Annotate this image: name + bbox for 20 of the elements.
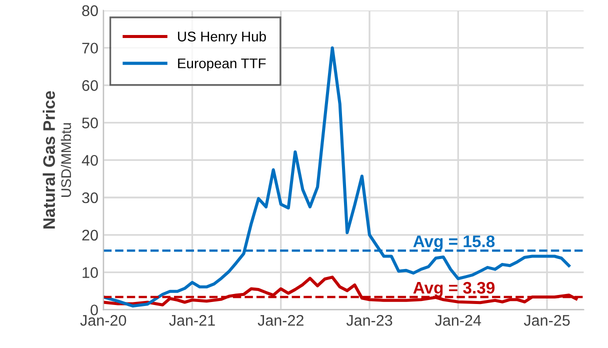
legend-label: European TTF: [178, 58, 266, 72]
y-tick-label: 20: [82, 230, 98, 241]
y-tick-label: 10: [82, 267, 98, 278]
y-tick-label: 40: [82, 154, 98, 166]
y-tick-label: 60: [82, 80, 98, 91]
x-tick-label: Jan-22: [258, 314, 304, 326]
y-tick-label: 80: [82, 5, 98, 16]
y-tick-label: 0: [90, 304, 98, 316]
x-tick-label: Jan-24: [435, 314, 482, 326]
y-tick-label: 70: [82, 42, 98, 54]
x-tick-label: Jan-21: [169, 314, 215, 326]
y-tick-label: 30: [82, 192, 98, 204]
legend-label: US Henry Hub: [178, 31, 266, 44]
ref-line-label: Avg = 3.39: [413, 282, 495, 298]
ref-line-label: Avg = 15.8: [413, 235, 495, 251]
y-tick-label: 50: [82, 118, 98, 128]
x-tick-label: Jan-25: [524, 314, 570, 326]
x-tick-label: Jan-23: [346, 314, 392, 326]
x-tick-label: Jan-20: [80, 314, 126, 326]
y-axis-title: Natural Gas Price USD/MMbtu: [42, 91, 72, 228]
